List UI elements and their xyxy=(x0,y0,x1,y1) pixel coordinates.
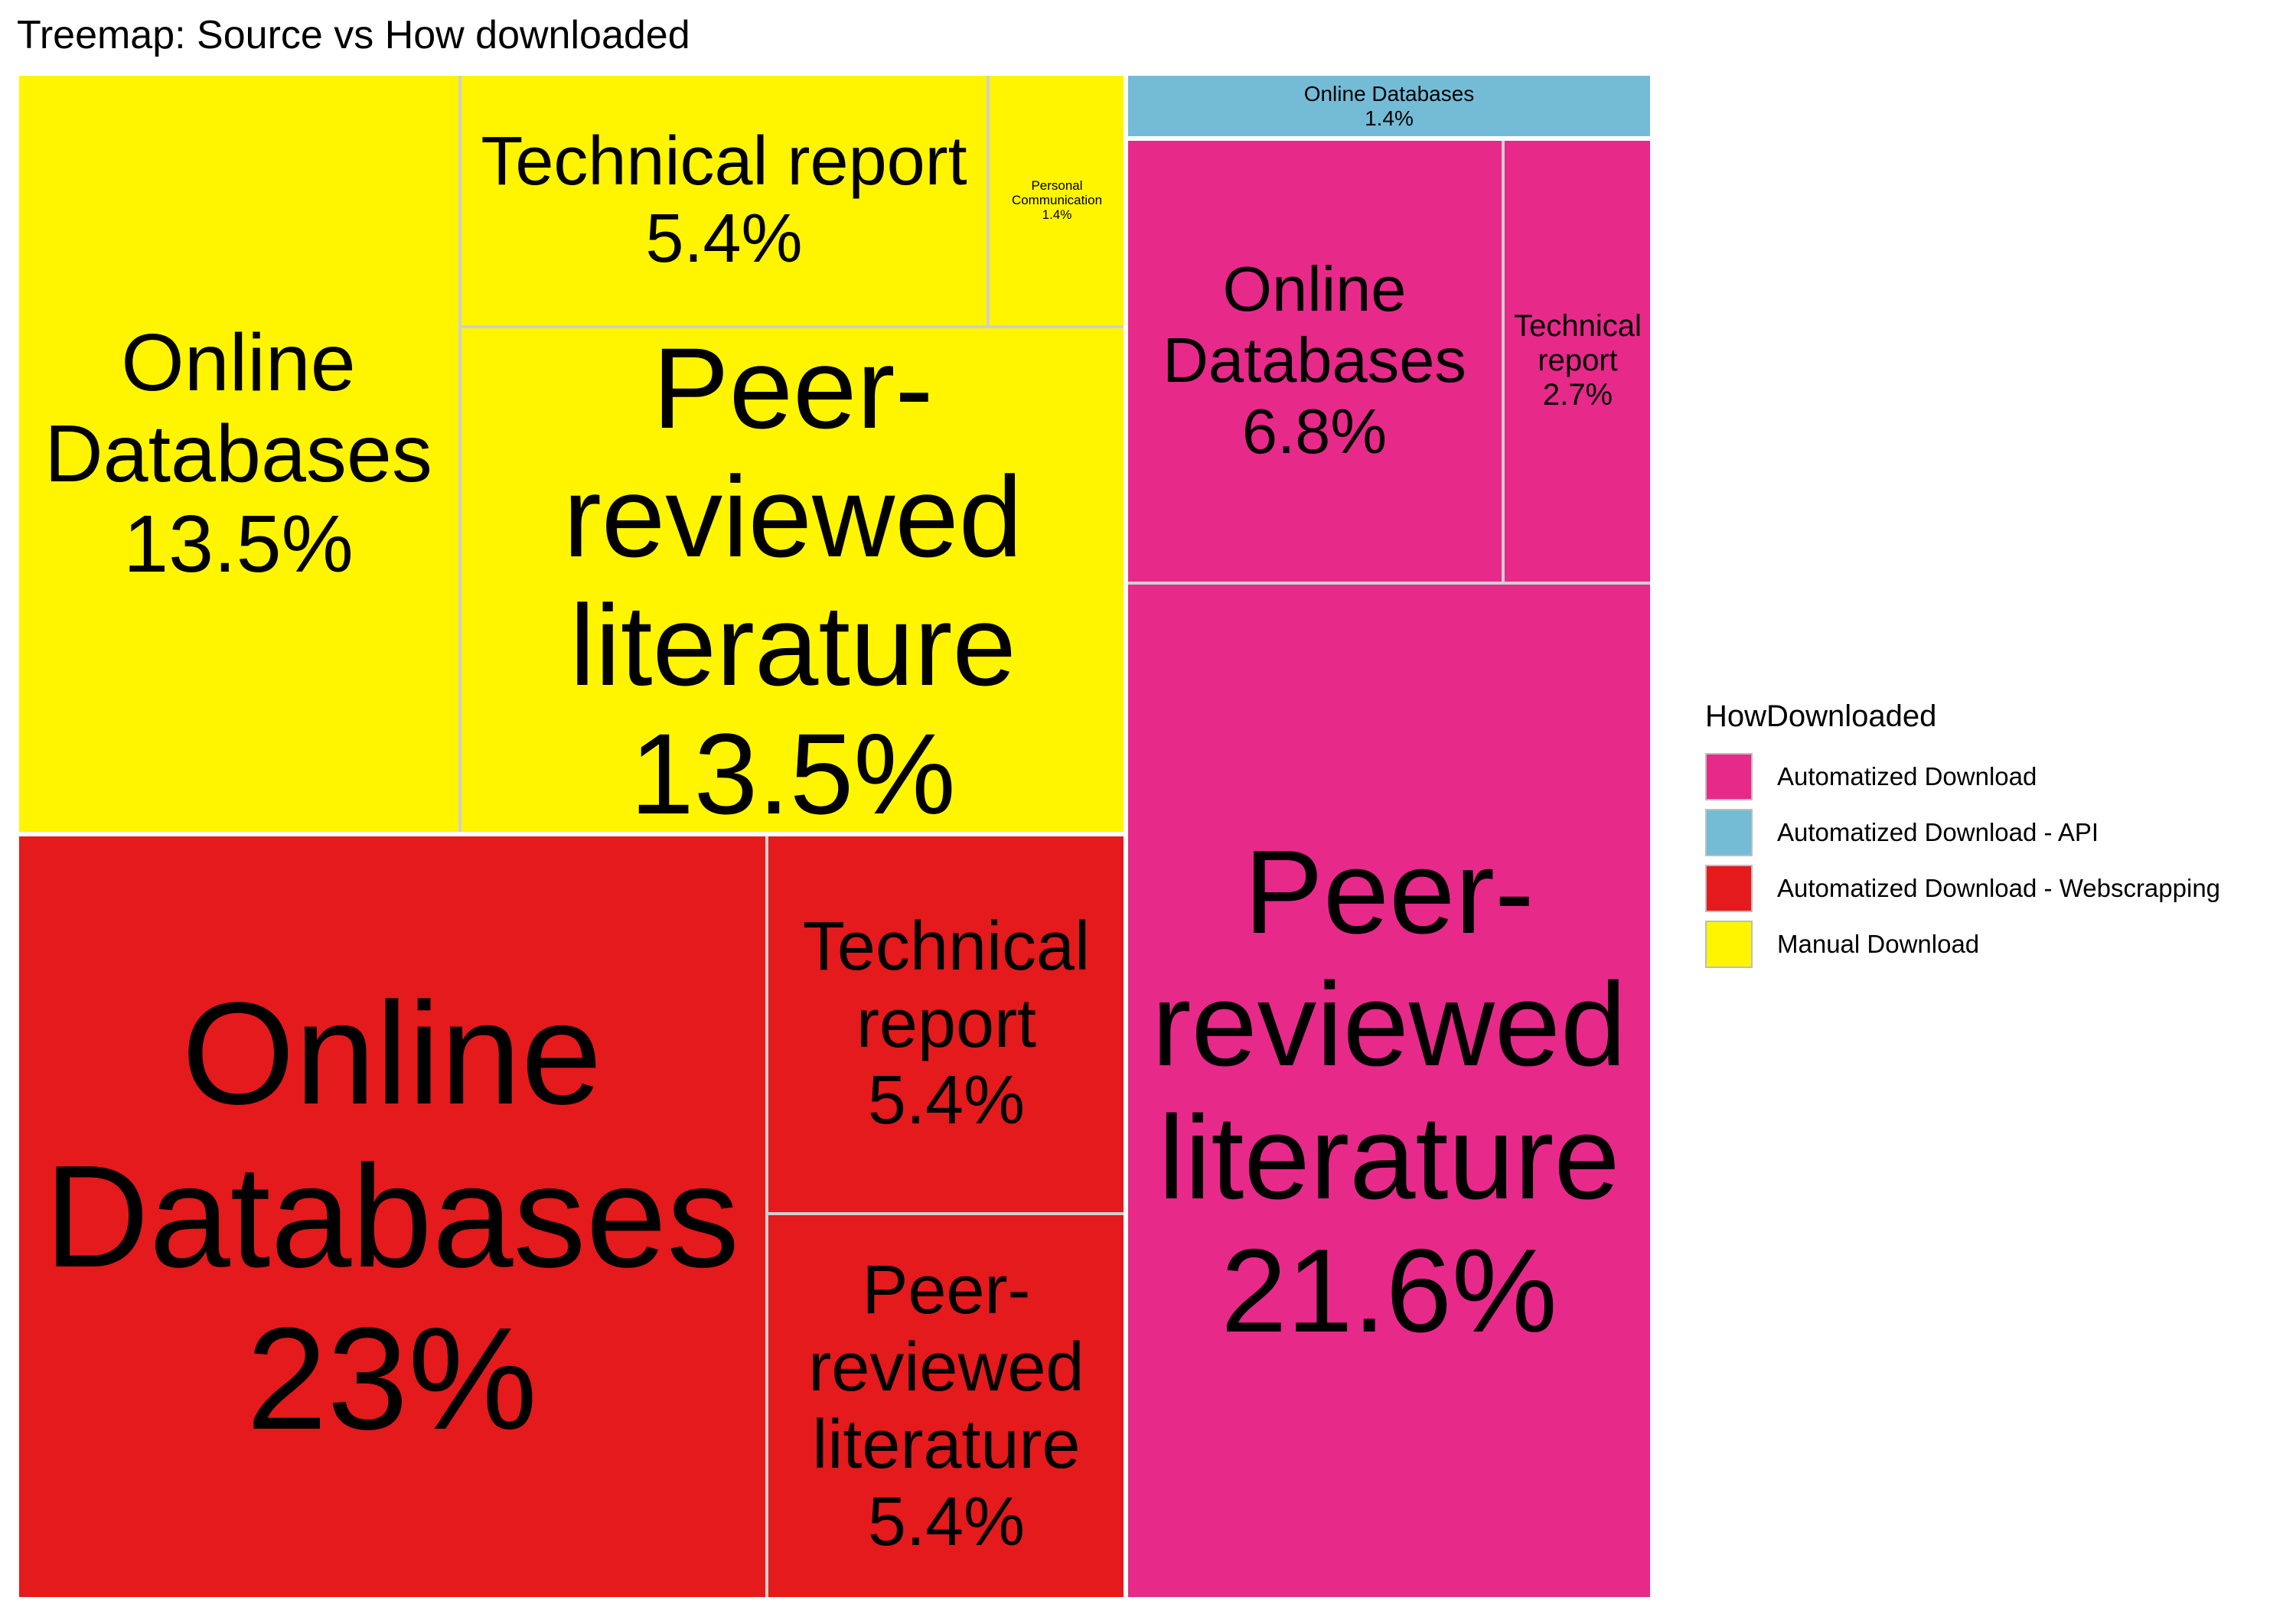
treemap-tile: Technical report 5.4% xyxy=(767,834,1126,1214)
tile-name: Online Databases xyxy=(44,317,432,499)
tile-value: 13.5% xyxy=(630,709,956,834)
legend-item: Manual Download xyxy=(1705,916,2220,972)
legend-swatch xyxy=(1705,752,1753,800)
treemap-tile-label: Peer-reviewed literature 21.6% xyxy=(1127,826,1651,1357)
tile-name: Technical report xyxy=(481,122,967,200)
tile-value: 5.4% xyxy=(867,1483,1026,1560)
treemap-tile: Personal Communication 1.4% xyxy=(988,73,1126,327)
treemap-tile-label: Personal Communication 1.4% xyxy=(990,178,1124,222)
legend-label: Manual Download xyxy=(1777,929,1980,958)
legend-swatch xyxy=(1705,808,1753,856)
treemap-plot-area: Online Databases 23% Technical report 5.4% P… xyxy=(17,73,1652,1599)
legend-swatch xyxy=(1705,920,1753,968)
legend-item: Automatized Download - Webscrapping xyxy=(1705,860,2220,916)
tile-name: Online Databases xyxy=(1163,253,1466,396)
legend-swatch xyxy=(1705,864,1753,912)
tile-value: 23% xyxy=(246,1298,538,1461)
tile-value: 6.8% xyxy=(1241,395,1388,467)
legend-title: HowDownloaded xyxy=(1705,699,1937,733)
treemap-tile: Peer-reviewed literature 5.4% xyxy=(767,1214,1126,1599)
tile-name: Online Databases xyxy=(1303,82,1475,106)
tile-value: 1.4% xyxy=(1042,207,1072,223)
tile-value: 13.5% xyxy=(123,499,354,590)
tile-name: Personal Communication xyxy=(1011,178,1103,207)
treemap-tile: Peer-reviewed literature 13.5% xyxy=(460,327,1126,834)
tile-value: 5.4% xyxy=(645,200,803,277)
treemap-tile: Technical report 2.7% xyxy=(1503,139,1652,583)
tile-name: Technical report xyxy=(1514,309,1642,378)
treemap-tile-label: Online Databases 1.4% xyxy=(1300,82,1479,130)
treemap-tile: Online Databases 13.5% xyxy=(17,73,460,834)
tile-value: 5.4% xyxy=(867,1062,1026,1139)
tile-name: Online Databases xyxy=(44,972,740,1298)
treemap-tile: Online Databases 6.8% xyxy=(1126,139,1503,583)
legend-items: Automatized Download Automatized Download… xyxy=(1705,748,2220,972)
treemap-tile-label: Peer-reviewed literature 13.5% xyxy=(461,327,1124,834)
treemap-tile-label: Peer-reviewed literature 5.4% xyxy=(768,1252,1124,1560)
treemap-tile-label: Online Databases 6.8% xyxy=(1127,253,1502,468)
treemap-tile: Peer-reviewed literature 21.6% xyxy=(1126,583,1652,1599)
tile-value: 21.6% xyxy=(1221,1224,1557,1357)
treemap-tile-label: Online Databases 13.5% xyxy=(18,318,458,590)
legend: HowDownloaded Automatized Download Automa… xyxy=(1705,696,2220,972)
tile-value: 2.7% xyxy=(1542,377,1613,412)
treemap-tile: Technical report 5.4% xyxy=(460,73,988,327)
treemap-tile: Online Databases 23% xyxy=(17,834,767,1599)
legend-item: Automatized Download - API xyxy=(1705,804,2220,860)
legend-label: Automatized Download - API xyxy=(1777,817,2099,846)
treemap-tile-label: Online Databases 23% xyxy=(18,973,765,1461)
chart-title: Treemap: Source vs How downloaded xyxy=(17,13,690,57)
legend-label: Automatized Download - Webscrapping xyxy=(1777,873,2221,902)
tile-name: Technical report xyxy=(802,908,1091,1062)
tile-value: 1.4% xyxy=(1365,106,1414,130)
tile-name: Peer-reviewed literature xyxy=(1151,825,1627,1224)
tile-name: Peer-reviewed literature xyxy=(563,327,1023,709)
tile-name: Peer-reviewed literature xyxy=(808,1252,1084,1483)
treemap-tile: Online Databases 1.4% xyxy=(1126,73,1652,139)
treemap-tile-label: Technical report 5.4% xyxy=(768,908,1124,1139)
legend-item: Automatized Download xyxy=(1705,748,2220,804)
treemap-tile-label: Technical report 2.7% xyxy=(1505,309,1651,412)
treemap-tile-label: Technical report 5.4% xyxy=(476,123,971,278)
legend-label: Automatized Download xyxy=(1777,761,2037,790)
